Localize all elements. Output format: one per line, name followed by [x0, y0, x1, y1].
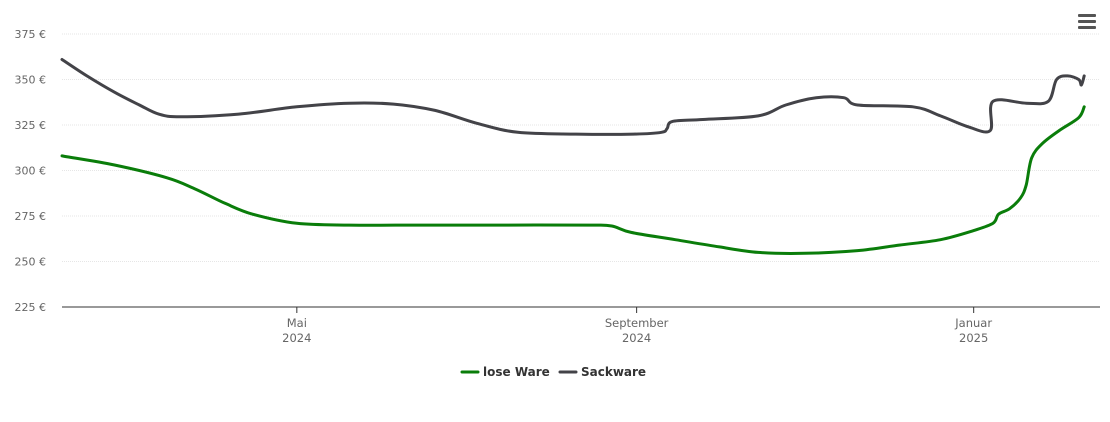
legend-label-lose-ware: lose Ware — [483, 365, 550, 379]
grid-lines — [62, 33, 1100, 262]
y-tick-label: 300 € — [15, 165, 47, 178]
menu-bar-bottom — [1078, 26, 1096, 29]
x-tick-year-label: 2024 — [282, 331, 311, 345]
x-tick-label: Januar — [954, 316, 992, 330]
legend: lose Ware Sackware — [460, 365, 646, 379]
series-line-sackware — [60, 58, 1086, 136]
hamburger-menu-icon[interactable] — [1076, 12, 1098, 32]
menu-bar-middle — [1078, 20, 1096, 23]
legend-label-sackware: Sackware — [581, 365, 646, 379]
x-tick-year-label: 2024 — [622, 331, 651, 345]
y-tick-label: 350 € — [15, 74, 47, 87]
y-tick-label: 275 € — [15, 210, 47, 223]
y-axis-ticks: 225 € 250 € 275 € 300 € 325 € 350 € 375 € — [15, 28, 47, 314]
series-line-lose-ware — [60, 105, 1086, 255]
y-tick-label: 250 € — [15, 256, 47, 269]
y-tick-label: 375 € — [15, 28, 47, 41]
x-tick-label: Mai — [287, 316, 307, 330]
y-tick-label: 225 € — [15, 301, 47, 314]
x-tick-label: September — [605, 316, 669, 330]
x-tick-year-label: 2025 — [959, 331, 988, 345]
y-tick-label: 325 € — [15, 119, 47, 132]
series-lines — [60, 58, 1086, 255]
menu-bar-top — [1078, 14, 1096, 17]
